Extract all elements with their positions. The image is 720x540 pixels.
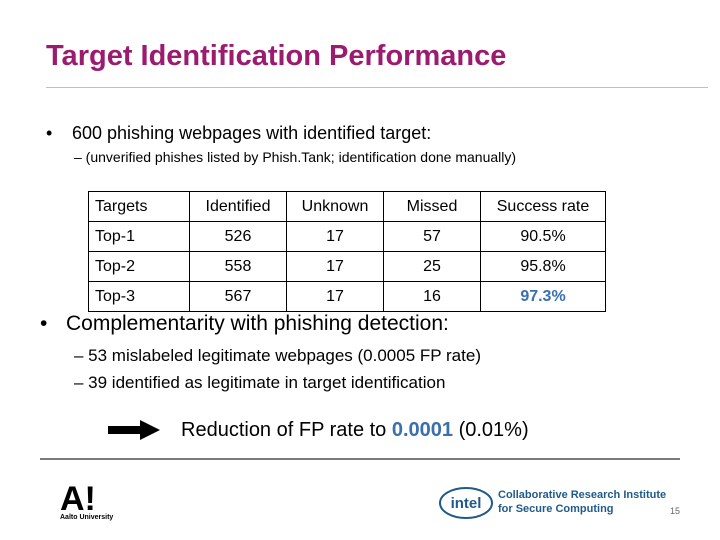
reduction-statement: Reduction of FP rate to 0.0001 (0.01%) bbox=[181, 419, 529, 442]
table-row: Top-2 558 17 25 95.8% bbox=[88, 251, 606, 282]
table-header-row: Targets Identified Unknown Missed Succes… bbox=[88, 191, 606, 222]
bullet-text: 600 phishing webpages with identified ta… bbox=[72, 123, 432, 143]
institute-line-2: for Secure Computing bbox=[498, 503, 614, 515]
slide-title: Target Identification Performance bbox=[46, 40, 507, 72]
reduction-suffix: (0.01%) bbox=[453, 419, 529, 441]
table-cell: 558 bbox=[189, 251, 287, 282]
table-row: Top-1 526 17 57 90.5% bbox=[88, 221, 606, 252]
table-header-cell: Missed bbox=[383, 191, 481, 222]
performance-table: Targets Identified Unknown Missed Succes… bbox=[88, 191, 606, 312]
table-row: Top-3 567 17 16 97.3% bbox=[88, 281, 606, 312]
table-cell: Top-1 bbox=[88, 221, 190, 252]
reduction-prefix: Reduction of FP rate to bbox=[181, 419, 392, 441]
table-cell: Top-3 bbox=[88, 281, 190, 312]
bullet-marker: • bbox=[46, 123, 53, 143]
table-cell: 90.5% bbox=[480, 221, 606, 252]
table-header-cell: Unknown bbox=[286, 191, 384, 222]
table-cell: 25 bbox=[383, 251, 481, 282]
bullet-complementarity: • Complementarity with phishing detection… bbox=[40, 312, 449, 336]
table-header-cell: Success rate bbox=[480, 191, 606, 222]
institute-name: Collaborative Research Institute for Sec… bbox=[498, 488, 666, 516]
intel-logo-text: intel bbox=[451, 495, 482, 512]
bullet-text: Complementarity with phishing detection: bbox=[66, 312, 449, 335]
table-cell: 16 bbox=[383, 281, 481, 312]
table-header-cell: Identified bbox=[189, 191, 287, 222]
table-cell: 17 bbox=[286, 281, 384, 312]
reduction-value: 0.0001 bbox=[391, 419, 454, 441]
table-cell-highlight: 97.3% bbox=[480, 281, 606, 312]
table-cell: 57 bbox=[383, 221, 481, 252]
table-cell: 567 bbox=[189, 281, 287, 312]
university-name: Aalto University bbox=[60, 514, 114, 521]
institute-line-1: Collaborative Research Institute bbox=[498, 489, 667, 501]
table-cell: 17 bbox=[286, 221, 384, 252]
table-cell: 95.8% bbox=[480, 251, 606, 282]
page-number: 15 bbox=[670, 506, 681, 516]
table-cell: 526 bbox=[189, 221, 287, 252]
aalto-logo-text: A! bbox=[60, 480, 96, 514]
bullet-phishing-webpages: • 600 phishing webpages with identified t… bbox=[46, 123, 431, 144]
aalto-logo: A! bbox=[60, 480, 96, 514]
sub-bullet-mislabeled: – 53 mislabeled legitimate webpages (0.0… bbox=[74, 346, 481, 365]
sub-bullet-identified-legitimate: – 39 identified as legitimate in target … bbox=[74, 373, 446, 392]
intel-logo: intel bbox=[439, 487, 493, 519]
table-cell: 17 bbox=[286, 251, 384, 282]
sub-bullet-note: – (unverified phishes listed by Phish.Ta… bbox=[74, 149, 517, 165]
footer-divider bbox=[40, 458, 680, 460]
title-divider bbox=[46, 87, 708, 88]
table-cell: Top-2 bbox=[88, 251, 190, 282]
right-arrow-icon bbox=[108, 420, 160, 440]
table-header-cell: Targets bbox=[88, 191, 190, 222]
bullet-marker: • bbox=[40, 312, 48, 335]
